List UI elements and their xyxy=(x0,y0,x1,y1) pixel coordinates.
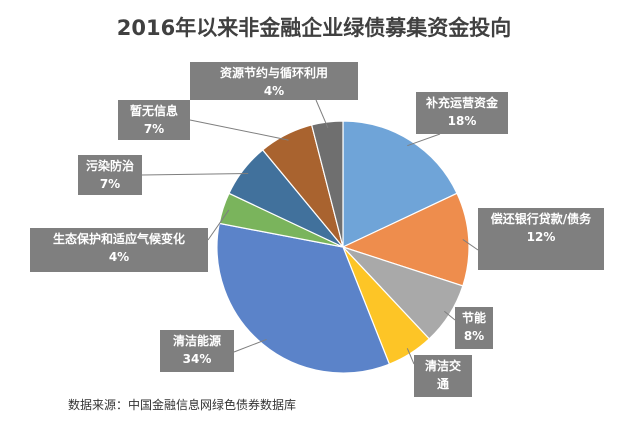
pie-slice xyxy=(342,120,458,248)
leader-line xyxy=(444,310,456,321)
slice-name: 补充运营资金 xyxy=(425,96,498,110)
slice-name: 资源节约与循环利用 xyxy=(219,66,328,80)
slice-percent: 18% xyxy=(447,114,477,128)
data-label: 补充运营资金 18% xyxy=(416,92,508,134)
slice-name: 清洁能源 xyxy=(172,334,221,348)
slice-percent: 8% xyxy=(463,329,485,343)
slice-percent: 7% xyxy=(143,122,165,136)
source-note: 数据来源：中国金融信息网绿色债券数据库 xyxy=(68,398,297,412)
slice-percent: 7% xyxy=(99,177,121,191)
slice-percent: 6% xyxy=(432,395,454,409)
leader-line xyxy=(233,338,267,353)
chart-title: 2016年以来非金融企业绿债募集资金投向 xyxy=(116,16,512,40)
leader-line xyxy=(406,348,415,365)
data-label: 偿还银行贷款/债务 12% xyxy=(478,208,604,270)
pie-slice xyxy=(341,192,470,287)
slice-percent: 4% xyxy=(108,250,130,264)
data-label: 清洁能源 34% xyxy=(160,330,234,372)
slice-name: 生态保护和适应气候变化 xyxy=(52,232,185,246)
leader-line xyxy=(462,239,479,251)
slice-percent: 12% xyxy=(526,230,556,244)
data-label: 清洁交通 6% xyxy=(414,355,472,409)
leader-line xyxy=(189,119,289,141)
data-label: 资源节约与循环利用 4% xyxy=(190,62,358,100)
slice-name: 节能 xyxy=(461,311,486,325)
data-label: 生态保护和适应气候变化 4% xyxy=(30,228,208,272)
slice-name: 清洁交通 xyxy=(424,359,461,391)
data-label: 节能 8% xyxy=(455,307,493,349)
slice-name: 污染防治 xyxy=(85,159,134,173)
slice-name: 暂无信息 xyxy=(129,104,178,118)
leader-line xyxy=(141,172,249,176)
leader-line xyxy=(407,133,441,147)
data-label: 暂无信息 7% xyxy=(118,100,190,140)
leader-line xyxy=(207,209,230,241)
data-label: 污染防治 7% xyxy=(78,155,142,195)
pie-slice xyxy=(216,222,391,374)
leader-line xyxy=(315,99,329,129)
slice-percent: 4% xyxy=(263,84,285,98)
slice-name: 偿还银行贷款/债务 xyxy=(490,212,592,226)
pie-slice xyxy=(310,120,344,248)
slice-percent: 34% xyxy=(182,352,212,366)
